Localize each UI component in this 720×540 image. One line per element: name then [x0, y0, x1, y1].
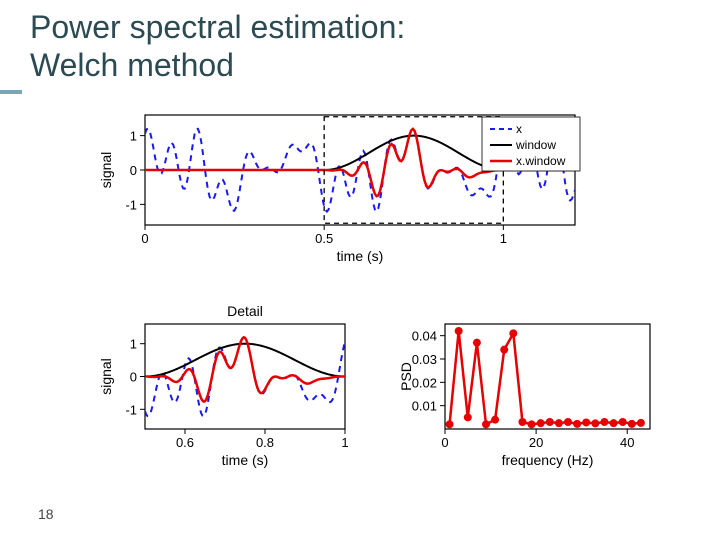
svg-text:0.01: 0.01: [412, 399, 437, 414]
svg-text:0.6: 0.6: [176, 435, 194, 450]
title-line2: Welch method: [30, 47, 234, 83]
slide-title: Power spectral estimation: Welch method: [30, 8, 405, 85]
svg-text:0.02: 0.02: [412, 375, 437, 390]
svg-text:signal: signal: [98, 358, 114, 395]
svg-text:0: 0: [441, 435, 448, 450]
psd-chart: 0 20 40 0.01 0.02 0.03 0.04 frequency (Hz) PSD: [380, 300, 670, 480]
svg-text:0.04: 0.04: [412, 329, 437, 344]
svg-text:Detail: Detail: [227, 303, 263, 319]
legend: x window x.window: [482, 117, 580, 171]
accent-bar: [0, 90, 22, 94]
svg-text:20: 20: [529, 435, 543, 450]
svg-text:1: 1: [130, 337, 137, 352]
svg-text:window: window: [515, 138, 556, 152]
svg-text:0: 0: [141, 231, 148, 246]
detail-chart: 0.6 0.8 1 -1 0 1 time (s) signal Detail: [90, 300, 370, 480]
svg-text:frequency (Hz): frequency (Hz): [502, 452, 594, 468]
svg-text:-1: -1: [125, 402, 137, 417]
svg-text:0.5: 0.5: [315, 231, 333, 246]
svg-text:1: 1: [341, 435, 348, 450]
svg-text:0.8: 0.8: [256, 435, 274, 450]
svg-text:PSD: PSD: [398, 362, 414, 391]
svg-text:0: 0: [130, 163, 137, 178]
top-signal-chart: 0 0.5 1 -1 0 1 time (s) signal x window x.window: [90, 105, 640, 275]
svg-text:0: 0: [130, 370, 137, 385]
svg-text:0.03: 0.03: [412, 352, 437, 367]
svg-text:time (s): time (s): [337, 248, 384, 264]
svg-text:x: x: [516, 122, 522, 136]
title-line1: Power spectral estimation:: [30, 9, 405, 45]
svg-text:-1: -1: [125, 197, 137, 212]
svg-text:time (s): time (s): [222, 452, 269, 468]
svg-text:x.window: x.window: [516, 154, 566, 168]
svg-text:1: 1: [500, 231, 507, 246]
svg-text:1: 1: [130, 129, 137, 144]
svg-text:40: 40: [620, 435, 634, 450]
svg-text:signal: signal: [98, 152, 114, 189]
page-number: 18: [38, 506, 54, 522]
